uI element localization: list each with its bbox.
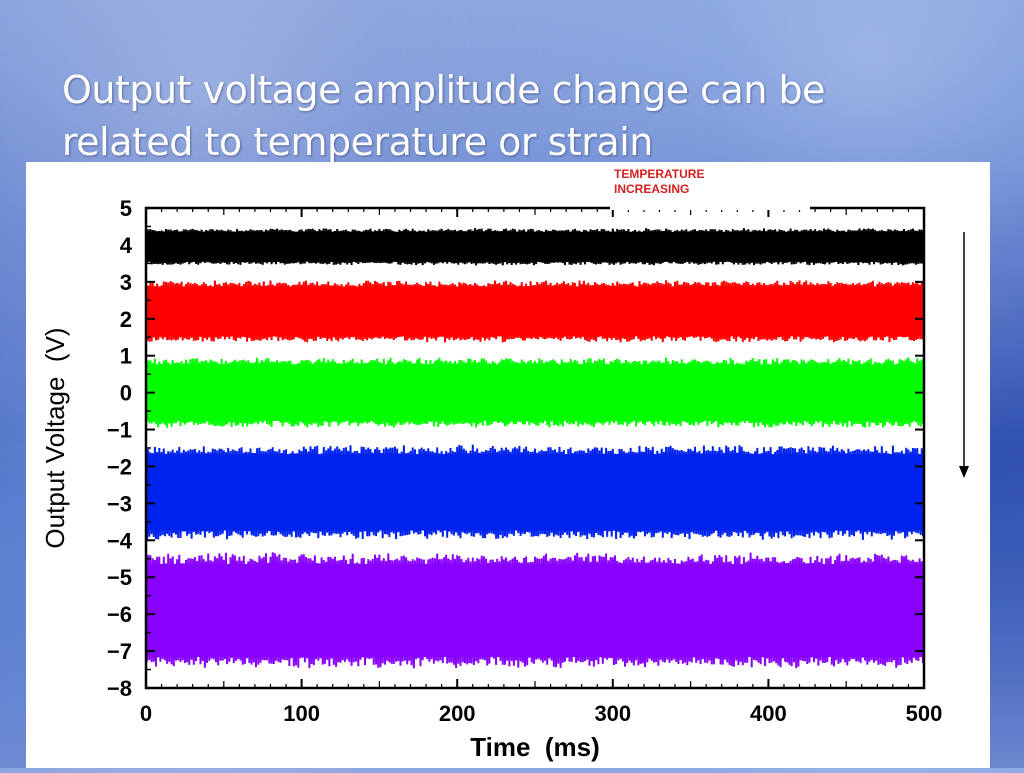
y-axis-label: Output Voltage (V) (40, 327, 70, 548)
y-tick-label: −5 (107, 565, 132, 590)
x-axis-label: Time (ms) (470, 732, 600, 762)
x-tick-label: 300 (594, 701, 631, 726)
x-tick-label: 200 (439, 701, 476, 726)
annotation-arrow-head (959, 466, 969, 478)
slide-title: Output voltage amplitude change can be r… (62, 64, 962, 168)
y-tick-label: 2 (120, 307, 132, 332)
x-tick-label: 500 (906, 701, 943, 726)
series-trace-4 (145, 444, 925, 540)
series-layer (145, 228, 925, 669)
y-tick-label: 0 (120, 381, 132, 406)
series-trace-1 (145, 228, 925, 266)
y-tick-label: 3 (120, 270, 132, 295)
ticks-layer: 5 4 3 2 1 0 −1 −2 −3 −4 −5 −6 −7 −8 0 100 200 300 400 500 (107, 196, 942, 726)
annotation-line-2: INCREASING (614, 182, 689, 196)
y-tick-label: −8 (107, 676, 132, 701)
series-trace-3 (145, 357, 925, 428)
x-tick-label: 0 (140, 701, 152, 726)
x-tick-label: 100 (283, 701, 320, 726)
slide-title-line-1: Output voltage amplitude change can be (62, 68, 826, 112)
y-tick-label: −7 (107, 639, 132, 664)
y-tick-label: −2 (107, 454, 132, 479)
series-trace-5 (145, 552, 925, 669)
x-tick-label: 400 (750, 701, 787, 726)
chart-figure: 5 4 3 2 1 0 −1 −2 −3 −4 −5 −6 −7 −8 0 100 200 300 400 500 T… (26, 162, 990, 768)
temperature-annotation: TEMPERATURE INCREASING (610, 167, 969, 478)
annotation-line-1: TEMPERATURE (614, 167, 704, 181)
series-trace-2 (145, 280, 925, 343)
y-tick-label: 5 (120, 196, 132, 221)
y-tick-label: −3 (107, 491, 132, 516)
y-tick-label: 1 (120, 344, 132, 369)
y-tick-label: −1 (107, 418, 132, 443)
voltage-chart: 5 4 3 2 1 0 −1 −2 −3 −4 −5 −6 −7 −8 0 100 200 300 400 500 T… (40, 167, 969, 762)
y-tick-label: −6 (107, 602, 132, 627)
y-tick-label: 4 (120, 233, 133, 258)
slide-title-line-2: related to temperature or strain (62, 120, 653, 164)
y-tick-label: −4 (107, 528, 133, 553)
annotation-background (610, 170, 810, 210)
